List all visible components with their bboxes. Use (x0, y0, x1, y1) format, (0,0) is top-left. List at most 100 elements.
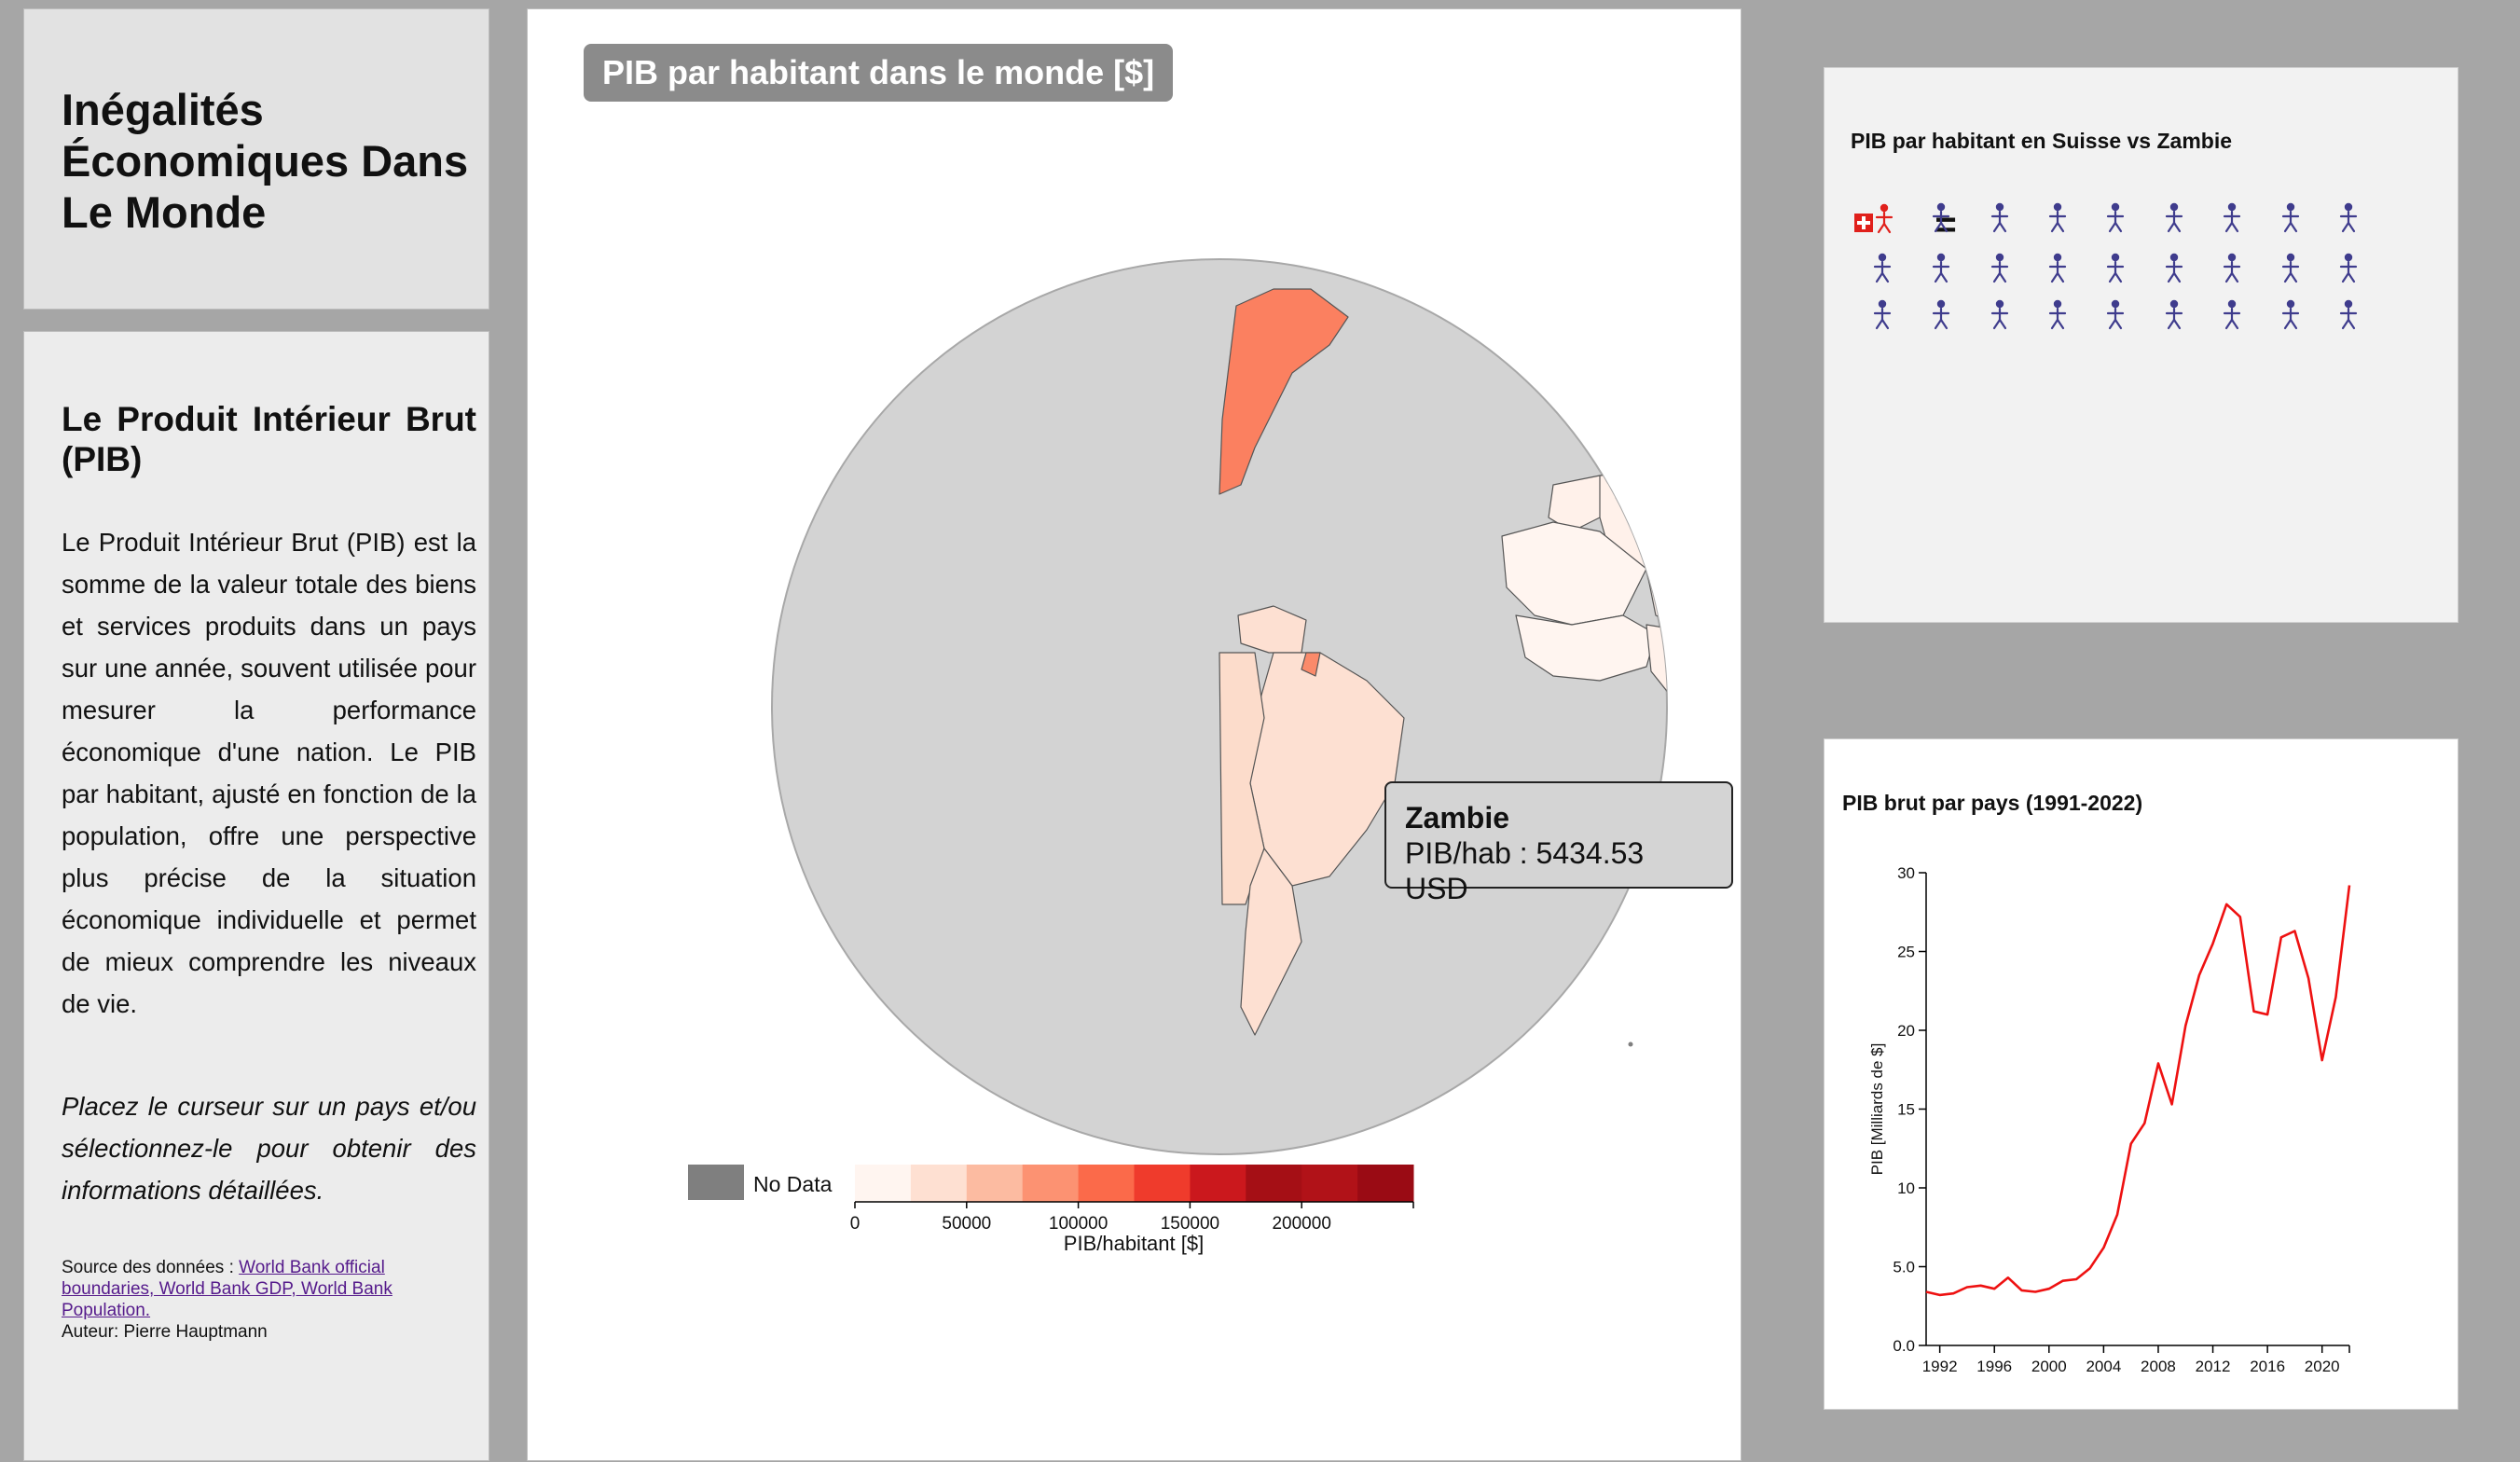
y-tick-label: 25 (1897, 944, 1915, 961)
x-tick-label: 2016 (2250, 1358, 2285, 1375)
person-icon (2106, 202, 2125, 233)
person-icon (2165, 202, 2183, 233)
person-icon (1990, 202, 2009, 233)
legend-swatch (910, 1165, 968, 1202)
country-guyana[interactable] (1301, 652, 1321, 677)
country-russia[interactable] (1740, 280, 1742, 392)
person-icon (2106, 253, 2125, 283)
legend-swatch (1022, 1165, 1080, 1202)
person-icon (1990, 299, 2009, 330)
swiss-flag-icon (1854, 214, 1873, 232)
title-panel: Inégalités Économiques Dans Le Monde (23, 8, 489, 310)
globe-map[interactable]: No Data 0 50000 100000 150000 200000 PIB/habit… (528, 9, 1742, 1462)
country-norway[interactable] (1679, 285, 1726, 326)
gdp-description: Le Produit Intérieur Brut (PIB) est la s… (62, 528, 476, 1018)
y-tick-label: 30 (1897, 864, 1915, 882)
legend-tick-label: 100000 (1049, 1214, 1108, 1234)
country-central-africa[interactable] (1712, 643, 1742, 718)
gdp-series-line (1925, 885, 2351, 1297)
person-icon (2223, 299, 2241, 330)
country-libya[interactable] (1684, 471, 1742, 545)
color-legend: No Data 0 50000 100000 150000 200000 PIB/habit… (688, 1165, 1414, 1255)
legend-tick-label: 50000 (942, 1214, 991, 1234)
legend-swatch (1078, 1165, 1135, 1202)
legend-axis-label: PIB/habitant [$] (1064, 1232, 1204, 1255)
legend-tick-label: 200000 (1272, 1214, 1330, 1234)
info-panel: Le Produit Intérieur Brut (PIB) Le Produ… (23, 331, 489, 1461)
tooltip-country-name: Zambie (1405, 801, 1510, 834)
person-icon (1873, 299, 1892, 330)
person-icon (2048, 253, 2067, 283)
legend-swatch (1301, 1165, 1358, 1202)
person-icon (2106, 299, 2125, 330)
person-icon (1932, 299, 1950, 330)
x-tick-label: 2000 (2031, 1358, 2067, 1375)
gdp-line-chart: 0.0 5.0 10 15 20 25 30 1992 1996 2000 2004 2008 2012… (1868, 864, 2351, 1375)
person-icon (1932, 253, 1950, 283)
person-icon (2048, 202, 2067, 233)
legend-tick-label: 150000 (1161, 1214, 1219, 1234)
island-dot (1628, 1041, 1633, 1047)
person-icon (1873, 253, 1892, 283)
person-icon (2165, 299, 2183, 330)
person-icon (2339, 253, 2358, 283)
line-chart-panel: PIB brut par pays (1991-2022) 0.0 5.0 10 15… (1824, 738, 2458, 1410)
legend-swatch (1190, 1165, 1246, 1202)
page-title: Inégalités Économiques Dans Le Monde (62, 85, 469, 237)
legend-swatch (966, 1165, 1024, 1202)
country-niger-chad[interactable] (1646, 540, 1742, 635)
x-tick-label: 2012 (2196, 1358, 2231, 1375)
legend-swatch (855, 1165, 912, 1202)
pictogram-panel: PIB par habitant en Suisse vs Zambie = (1824, 67, 2458, 623)
legend-swatch (1246, 1165, 1302, 1202)
map-panel: No Data 0 50000 100000 150000 200000 PIB/habit… (527, 8, 1742, 1461)
equals-sign: = (1935, 204, 1956, 245)
instruction-text: Placez le curseur sur un pays et/ou séle… (62, 1092, 476, 1205)
country-gabon[interactable] (1674, 699, 1712, 737)
country-scandinavia[interactable] (1704, 280, 1742, 331)
legend-tick-label: 0 (850, 1214, 861, 1234)
x-tick-label: 2008 (2141, 1358, 2176, 1375)
line-chart-title: PIB brut par pays (1991-2022) (1842, 791, 2143, 815)
country-western-europe[interactable] (1636, 335, 1716, 411)
x-tick-label: 1996 (1976, 1358, 2012, 1375)
tooltip-gdp-value: PIB/hab : 5434.53 USD (1405, 836, 1645, 905)
person-icon (2339, 202, 2358, 233)
x-tick-label: 2020 (2305, 1358, 2340, 1375)
country-andes[interactable] (1219, 652, 1265, 905)
country-argentina[interactable] (1240, 848, 1302, 1036)
country-central-europe[interactable] (1636, 400, 1742, 458)
country-nigeria[interactable] (1646, 624, 1730, 696)
pictogram-chart: = (1854, 202, 2358, 330)
no-data-swatch (688, 1165, 744, 1200)
person-icon (2165, 253, 2183, 283)
person-icon (2048, 299, 2067, 330)
person-icon (2223, 202, 2241, 233)
country-greenland[interactable] (1501, 250, 1666, 313)
swiss-person-icon (1875, 203, 1893, 234)
person-icon (2281, 299, 2300, 330)
x-tick-label: 1992 (1922, 1358, 1958, 1375)
y-tick-label: 0.0 (1893, 1337, 1915, 1355)
person-icon (1990, 253, 2009, 283)
country-iberia[interactable] (1599, 428, 1670, 481)
person-icon (1932, 202, 1950, 233)
person-icon (2339, 299, 2358, 330)
country-west-coast[interactable] (1515, 614, 1657, 682)
country-tooltip: Zambie PIB/hab : 5434.53 USD (1384, 781, 1733, 905)
pictogram-title: PIB par habitant en Suisse vs Zambie (1851, 129, 2233, 153)
map-title: PIB par habitant dans le monde [$] (584, 44, 1174, 102)
country-north-america[interactable] (1219, 288, 1349, 495)
country-south-africa[interactable] (1740, 904, 1742, 970)
x-tick-label: 2004 (2086, 1358, 2121, 1375)
section-heading: Le Produit Intérieur Brut (PIB) (62, 400, 476, 478)
data-source: Source des données : World Bank official… (62, 1257, 425, 1343)
country-uk[interactable] (1599, 311, 1629, 360)
source-link[interactable]: World Bank official boundaries, World Ba… (62, 1258, 392, 1320)
person-icon (2223, 253, 2241, 283)
legend-swatch (1357, 1165, 1414, 1202)
y-tick-label: 20 (1897, 1022, 1915, 1040)
globe-ocean (771, 258, 1668, 1155)
author-credit: Auteur: Pierre Hauptmann (62, 1322, 268, 1342)
source-prefix: Source des données : (62, 1258, 240, 1277)
